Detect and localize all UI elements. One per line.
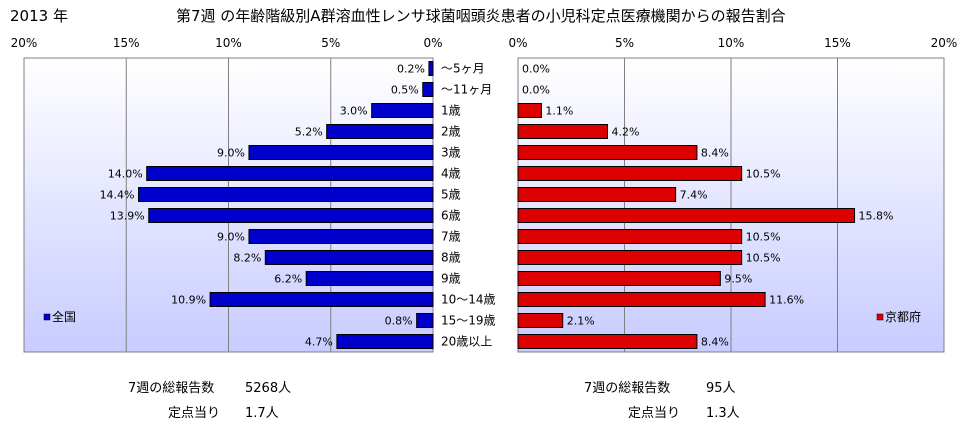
bar-left [416, 313, 434, 328]
data-label: 9.0% [217, 231, 245, 244]
bar-right [517, 271, 721, 286]
data-label: 8.4% [701, 147, 729, 160]
legend-label-right: 京都府 [885, 309, 921, 324]
x-tick-label: 15% [113, 36, 140, 50]
right-per-label: 定点当り [628, 406, 681, 421]
data-label: 2.1% [567, 315, 595, 328]
bar-left [336, 334, 434, 349]
bar-left [209, 292, 434, 307]
category-label: 1歳 [441, 104, 461, 118]
x-tick-label: 5% [321, 36, 340, 50]
left-panel: 0% 5% 10% 15% 20% 0.2% 0.5% 3.0% 5.2% 9.0% 14.0% 14… [11, 36, 443, 353]
category-label: ～5ヶ月 [441, 62, 485, 76]
category-label: 10～14歳 [441, 293, 496, 307]
bar-right [517, 292, 766, 307]
category-label: 20歳以上 [441, 335, 492, 349]
x-tick-label: 0% [423, 36, 442, 50]
category-label: 4歳 [441, 167, 461, 181]
category-label: 7歳 [441, 230, 461, 244]
bar-left [428, 61, 434, 76]
legend-swatch-right [876, 313, 884, 321]
left-total-label: 7週の総報告数 [128, 381, 215, 396]
left-per-label: 定点当り [168, 406, 221, 421]
right-panel: 0% 5% 10% 15% 20% 0.0% 0.0% 1.1% 4.2% 8.4% 10.5% 7.… [508, 36, 958, 353]
bar-right [517, 334, 698, 349]
category-labels: ～5ヶ月 ～11ヶ月 1歳 2歳 3歳 4歳 5歳 6歳 7歳 8歳 9歳 10～14歳 15～19歳 2… [441, 62, 496, 349]
data-label: 15.8% [859, 210, 894, 223]
data-label: 0.5% [391, 84, 419, 97]
category-label: 2歳 [441, 125, 461, 139]
data-label: 0.2% [397, 63, 425, 76]
x-tick-label: 20% [11, 36, 38, 50]
x-tick-label: 0% [508, 36, 527, 50]
category-label: ～11ヶ月 [441, 83, 492, 97]
data-label: 9.5% [724, 273, 752, 286]
data-label: 0.8% [385, 315, 413, 328]
data-label: 6.2% [274, 273, 302, 286]
data-label: 10.5% [746, 231, 781, 244]
bar-left [248, 145, 434, 160]
bar-right [517, 103, 542, 118]
legend-swatch-left [43, 313, 51, 321]
bar-right [517, 124, 608, 139]
bar-left [148, 208, 434, 223]
data-label: 1.1% [545, 105, 573, 118]
data-label: 5.2% [295, 126, 323, 139]
bar-left [248, 229, 434, 244]
right-total-value: 95人 [706, 381, 736, 396]
data-label: 4.2% [611, 126, 639, 139]
data-label: 10.5% [746, 252, 781, 265]
data-label: 8.2% [233, 252, 261, 265]
data-label: 4.7% [305, 336, 333, 349]
x-tick-label: 15% [824, 36, 851, 50]
data-label: 9.0% [217, 147, 245, 160]
right-per-value: 1.3人 [706, 406, 740, 421]
data-label: 8.4% [701, 336, 729, 349]
category-label: 3歳 [441, 146, 461, 160]
data-label: 0.0% [522, 84, 550, 97]
data-label: 14.0% [108, 168, 143, 181]
bar-right [517, 229, 743, 244]
category-label: 8歳 [441, 251, 461, 265]
right-total-label: 7週の総報告数 [584, 381, 671, 396]
data-label: 10.9% [171, 294, 206, 307]
bar-right [517, 187, 677, 202]
bar-left [264, 250, 434, 265]
data-label: 11.6% [769, 294, 804, 307]
legend-label-left: 全国 [52, 309, 76, 324]
category-label: 5歳 [441, 188, 461, 202]
bar-left [146, 166, 434, 181]
data-label: 13.9% [110, 210, 145, 223]
bar-right [517, 313, 564, 328]
bar-left [422, 82, 434, 97]
data-label: 3.0% [340, 105, 368, 118]
bar-left [305, 271, 434, 286]
x-tick-label: 10% [718, 36, 745, 50]
left-per-value: 1.7人 [245, 406, 279, 421]
data-label: 14.4% [100, 189, 135, 202]
bar-right [517, 208, 856, 223]
year-label: 2013 年 [10, 7, 68, 25]
bar-left [326, 124, 434, 139]
category-label: 9歳 [441, 272, 461, 286]
data-label: 0.0% [522, 63, 550, 76]
bar-right [517, 166, 743, 181]
bar-right [517, 250, 743, 265]
x-tick-label: 10% [215, 36, 242, 50]
bar-right [517, 145, 698, 160]
chart-title: 第7週 の年齢階級別A群溶血性レンサ球菌咽頭炎患者の小児科定点医療機関からの報告… [176, 7, 786, 25]
data-label: 10.5% [746, 168, 781, 181]
bar-left [371, 103, 434, 118]
bar-left [138, 187, 434, 202]
category-label: 6歳 [441, 209, 461, 223]
data-label: 7.4% [680, 189, 708, 202]
x-tick-label: 20% [931, 36, 958, 50]
category-label: 15～19歳 [441, 314, 496, 328]
x-tick-label: 5% [615, 36, 634, 50]
left-total-value: 5268人 [245, 381, 292, 396]
